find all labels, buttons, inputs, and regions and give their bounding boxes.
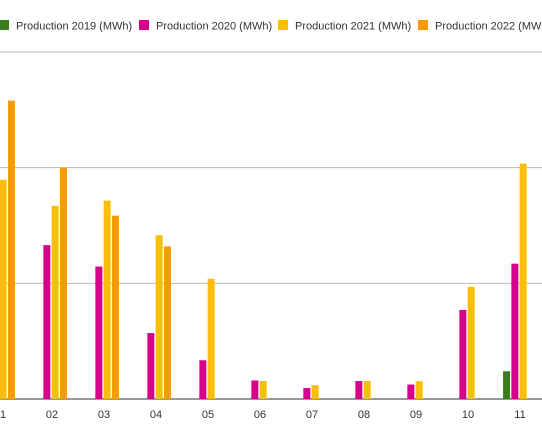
x-tick-label: 02 xyxy=(46,409,58,421)
x-tick-label: 05 xyxy=(202,409,214,421)
bar-03-series-2[interactable] xyxy=(103,200,111,399)
x-tick-label: 11 xyxy=(514,409,525,421)
bar-10-series-2[interactable] xyxy=(467,286,475,399)
legend-swatch xyxy=(418,20,428,30)
bar-11-series-0[interactable] xyxy=(503,371,511,399)
bar-03-series-1[interactable] xyxy=(95,266,103,399)
chart-bars xyxy=(0,100,527,399)
x-tick-label: 04 xyxy=(150,409,162,421)
bar-02-series-3[interactable] xyxy=(59,167,67,399)
bar-01-series-2[interactable] xyxy=(0,179,7,399)
bar-05-series-1[interactable] xyxy=(199,360,207,399)
bar-08-series-1[interactable] xyxy=(355,381,363,399)
x-tick-label: 08 xyxy=(358,409,370,421)
bar-02-series-2[interactable] xyxy=(51,205,59,399)
chart-legend: Production 2019 (MWh) Production 2020 (MW… xyxy=(0,20,542,33)
x-axis-ticks: 01 02 03 04 05 06 07 08 09 10 11 xyxy=(0,409,526,421)
bar-04-series-2[interactable] xyxy=(155,235,163,399)
bar-04-series-1[interactable] xyxy=(147,333,155,399)
bar-08-series-2[interactable] xyxy=(363,381,371,399)
legend-swatch xyxy=(278,20,288,30)
bar-07-series-1[interactable] xyxy=(303,388,311,399)
x-tick-label: 07 xyxy=(306,409,318,421)
x-tick-label: 10 xyxy=(462,409,474,421)
bar-01-series-3[interactable] xyxy=(7,100,15,399)
bar-03-series-3[interactable] xyxy=(111,215,119,399)
legend-label[interactable]: Production 2020 (MWh) xyxy=(156,21,272,33)
bar-11-series-1[interactable] xyxy=(511,263,519,399)
bar-06-series-1[interactable] xyxy=(251,380,259,399)
bar-07-series-2[interactable] xyxy=(311,385,319,399)
bar-10-series-1[interactable] xyxy=(459,309,467,399)
x-tick-label: 09 xyxy=(410,409,422,421)
bar-04-series-3[interactable] xyxy=(163,246,171,399)
legend-swatch xyxy=(139,20,149,30)
bar-09-series-2[interactable] xyxy=(415,381,423,399)
x-tick-label: 01 xyxy=(0,409,6,421)
bar-02-series-1[interactable] xyxy=(43,245,51,399)
bar-11-series-2[interactable] xyxy=(519,163,527,399)
bar-05-series-2[interactable] xyxy=(207,278,215,399)
bar-09-series-1[interactable] xyxy=(407,384,415,399)
legend-label[interactable]: Production 2021 (MWh) xyxy=(295,21,411,33)
chart-gridlines xyxy=(0,51,542,400)
bar-06-series-2[interactable] xyxy=(259,381,267,399)
legend-swatch xyxy=(0,20,9,30)
legend-label[interactable]: Production 2019 (MWh) xyxy=(16,21,132,33)
x-tick-label: 06 xyxy=(254,409,266,421)
x-tick-label: 03 xyxy=(98,409,110,421)
legend-label[interactable]: Production 2022 (MWh) xyxy=(435,21,542,33)
